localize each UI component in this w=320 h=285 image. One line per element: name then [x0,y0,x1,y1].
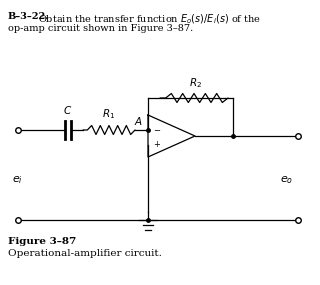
Text: $A$: $A$ [133,115,142,127]
Text: $e_o$: $e_o$ [280,174,293,186]
Text: $-$: $-$ [153,125,161,133]
Text: Figure 3–87: Figure 3–87 [8,237,76,246]
Text: $e_i$: $e_i$ [12,174,23,186]
Text: Obtain the transfer function $E_o(s)/E_i(s)$ of the: Obtain the transfer function $E_o(s)/E_i… [38,12,261,26]
Text: B–3–22.: B–3–22. [8,12,50,21]
Text: $R_2$: $R_2$ [189,76,202,90]
Text: $+$: $+$ [153,139,161,149]
Text: $R_1$: $R_1$ [102,107,116,121]
Text: Operational-amplifier circuit.: Operational-amplifier circuit. [8,249,162,258]
Text: $C$: $C$ [63,104,73,116]
Text: op-amp circuit shown in Figure 3–87.: op-amp circuit shown in Figure 3–87. [8,24,193,33]
